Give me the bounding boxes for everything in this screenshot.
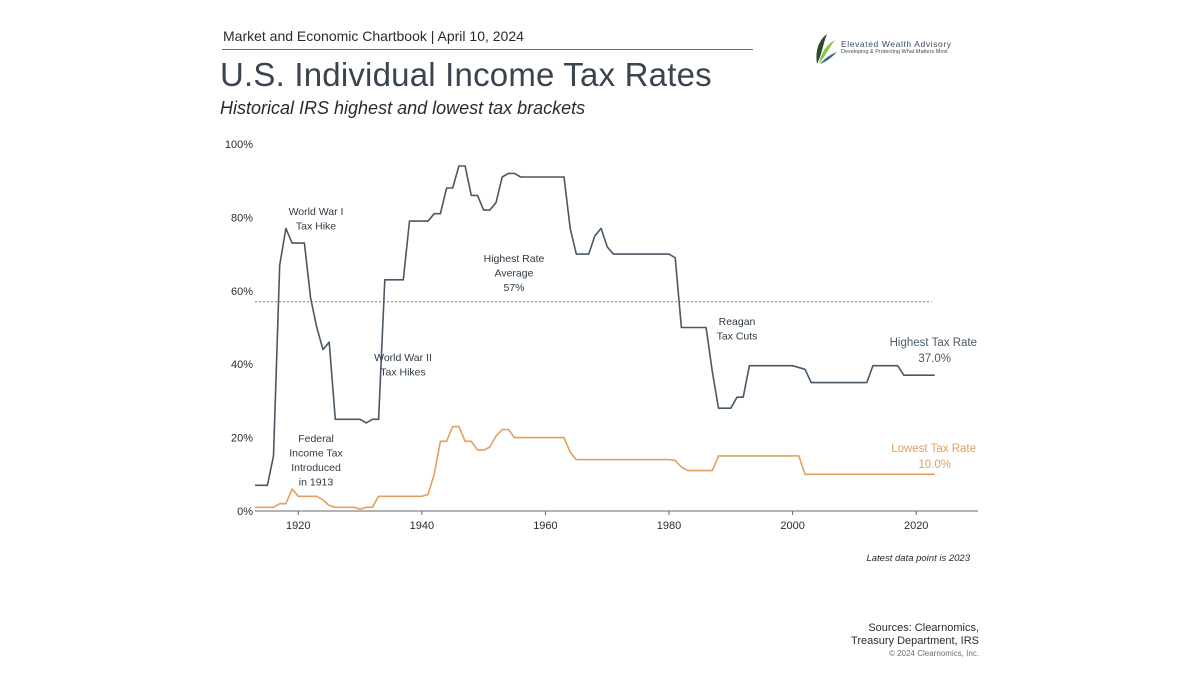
sources-line: Sources: Clearnomics, bbox=[868, 622, 979, 634]
brand-logo: Elevated Wealth Advisory Developing & Pr… bbox=[813, 32, 983, 66]
highest-rate-value: 37.0% bbox=[918, 353, 951, 365]
annotation-avg: Highest Rate bbox=[484, 253, 545, 265]
x-tick-label: 2020 bbox=[904, 520, 928, 532]
annotation-ww1: World War I bbox=[289, 206, 344, 218]
x-tick-label: 1960 bbox=[533, 520, 557, 532]
page-subtitle: Historical IRS highest and lowest tax br… bbox=[220, 98, 586, 118]
page-title: U.S. Individual Income Tax Rates bbox=[220, 56, 712, 93]
y-tick-label: 0% bbox=[237, 506, 253, 518]
copyright: © 2024 Clearnomics, Inc. bbox=[889, 649, 979, 658]
header-divider bbox=[222, 49, 753, 50]
lowest-rate-line bbox=[255, 425, 935, 510]
annotation-fed: in 1913 bbox=[299, 477, 334, 489]
x-tick-label: 2000 bbox=[780, 520, 804, 532]
y-tick-label: 20% bbox=[231, 433, 253, 445]
annotation-fed: Income Tax bbox=[289, 448, 343, 460]
logo-name: Elevated Wealth Advisory bbox=[841, 39, 952, 49]
logo-tagline: Developing & Protecting What Matters Mos… bbox=[841, 49, 948, 55]
x-tick-label: 1920 bbox=[286, 520, 310, 532]
annotation-ww2: World War II bbox=[374, 352, 432, 364]
highest-rate-line bbox=[255, 165, 935, 487]
annotation-fed: Federal bbox=[298, 433, 334, 445]
highest-rate-label: Highest Tax Rate bbox=[890, 337, 977, 349]
sources: Sources: Clearnomics, Treasury Departmen… bbox=[740, 622, 979, 648]
x-tick-label: 1940 bbox=[410, 520, 434, 532]
lowest-rate-label: Lowest Tax Rate bbox=[891, 443, 976, 455]
annotation-reagan: Tax Cuts bbox=[717, 331, 758, 343]
annotation-avg: 57% bbox=[503, 282, 524, 294]
annotation-reagan: Reagan bbox=[719, 316, 756, 328]
annotation-ww2: Tax Hikes bbox=[380, 367, 426, 379]
y-tick-label: 60% bbox=[231, 286, 253, 298]
leaf-logo-icon bbox=[816, 34, 837, 64]
annotation-ww1: Tax Hike bbox=[296, 221, 336, 233]
y-tick-label: 80% bbox=[231, 212, 253, 224]
chartbook-header: Market and Economic Chartbook | April 10… bbox=[223, 28, 524, 44]
y-tick-label: 100% bbox=[225, 139, 253, 151]
x-tick-label: 1980 bbox=[657, 520, 681, 532]
y-tick-label: 40% bbox=[231, 359, 253, 371]
lowest-rate-value: 10.0% bbox=[918, 459, 951, 471]
annotation-avg: Average bbox=[495, 268, 534, 280]
latest-data-note: Latest data point is 2023 bbox=[866, 553, 970, 564]
sources-line: Treasury Department, IRS bbox=[851, 635, 979, 647]
annotation-fed: Introduced bbox=[291, 462, 341, 474]
